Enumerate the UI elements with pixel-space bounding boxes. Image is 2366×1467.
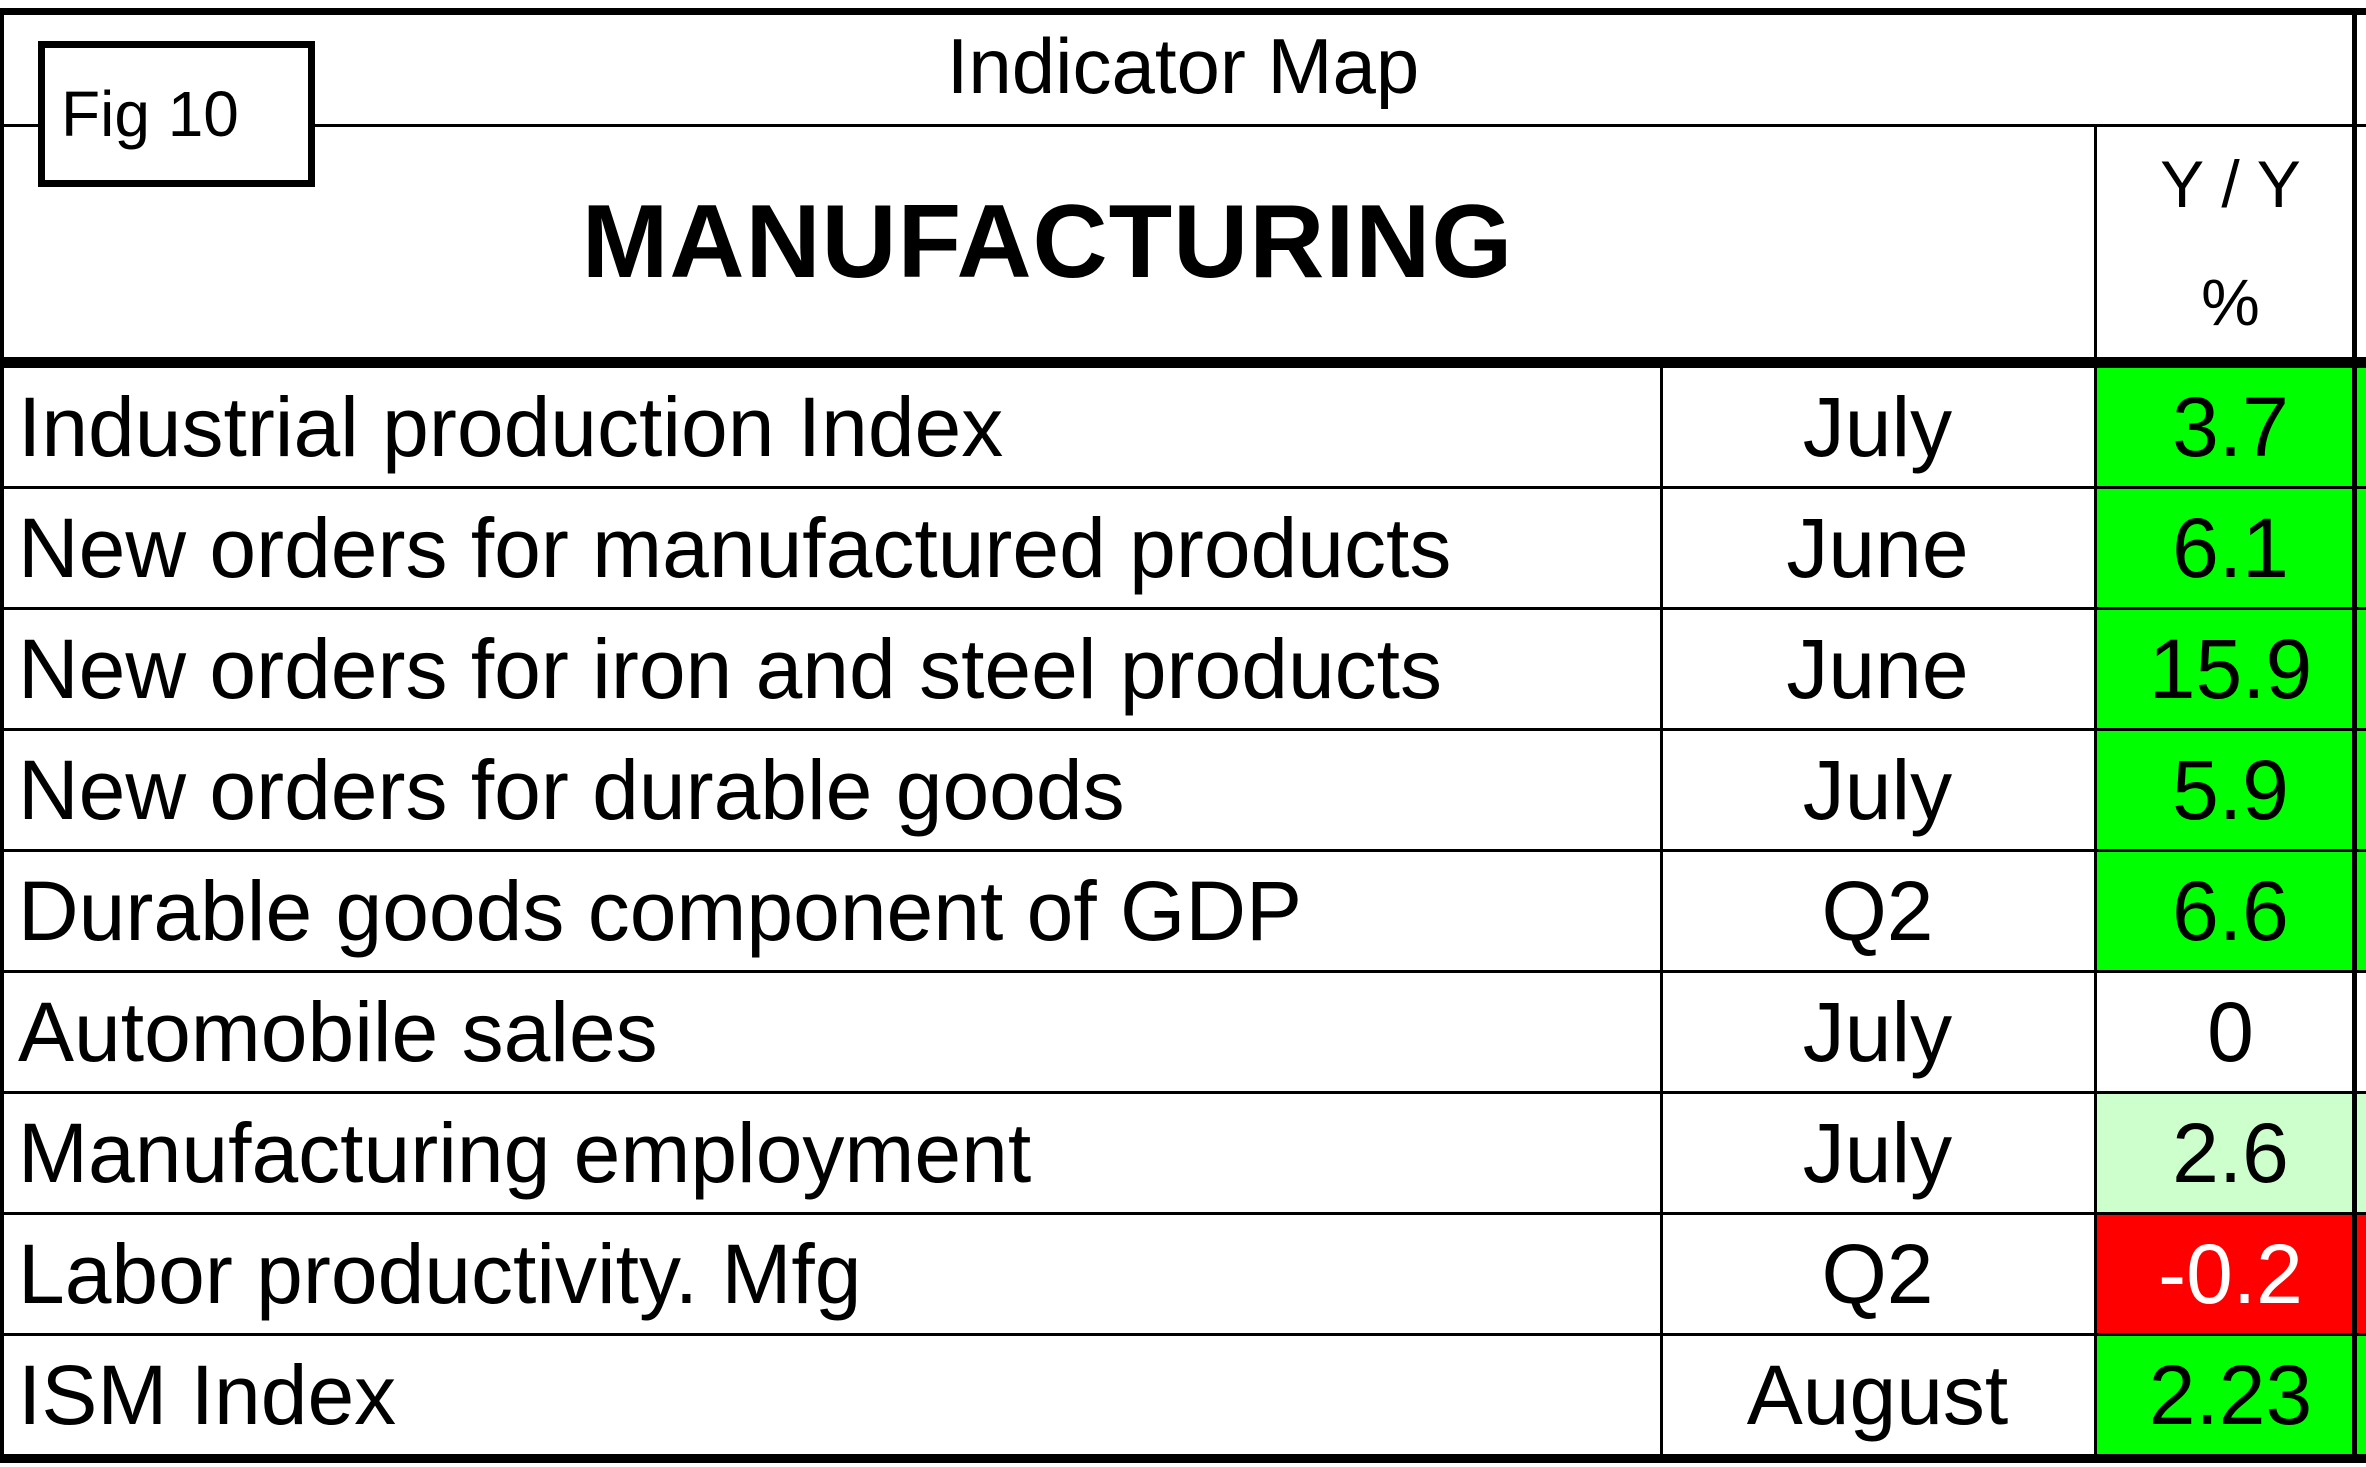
indicator-label: Industrial production Index xyxy=(18,379,1004,474)
value-cell: 6.1 xyxy=(2095,489,2366,607)
period-cell: July xyxy=(1802,1105,1953,1200)
title-divider-line xyxy=(0,124,2366,127)
figure-label: Fig 10 xyxy=(61,78,239,150)
table-row: New orders for manufactured products Jun… xyxy=(0,489,2366,610)
indicator-label: Automobile sales xyxy=(18,984,658,1079)
value-column-header-line1: Y / Y xyxy=(2160,146,2301,221)
column-divider-value xyxy=(2094,124,2097,1460)
period-cell: July xyxy=(1802,379,1953,474)
value-column-header-line2: % xyxy=(2201,264,2260,339)
value-cell: 6.6 xyxy=(2095,852,2366,970)
table-row: New orders for durable goods July 5.9 xyxy=(0,731,2366,852)
value-cell: 5.9 xyxy=(2095,731,2366,849)
value-cell: 15.9 xyxy=(2095,610,2366,728)
value-cell: 2.23 xyxy=(2095,1336,2366,1454)
table-title: Indicator Map xyxy=(946,22,1420,110)
outer-border-top xyxy=(0,8,2366,15)
table-row: Automobile sales July 0 xyxy=(0,973,2366,1094)
indicator-label: New orders for manufactured products xyxy=(18,500,1452,595)
indicator-label: New orders for durable goods xyxy=(18,742,1125,837)
outer-border-bottom xyxy=(0,1455,2366,1463)
header-thick-rule xyxy=(0,357,2366,368)
period-cell: July xyxy=(1802,742,1953,837)
period-cell: August xyxy=(1746,1347,2009,1442)
value-cell: 0 xyxy=(2095,973,2366,1091)
table-row: Durable goods component of GDP Q2 6.6 xyxy=(0,852,2366,973)
indicator-label: Labor productivity. Mfg xyxy=(18,1226,862,1321)
indicator-label: Manufacturing employment xyxy=(18,1105,1032,1200)
value-cell: 3.7 xyxy=(2095,368,2366,486)
outer-border-right xyxy=(2352,8,2357,1463)
period-cell: Q2 xyxy=(1821,863,1934,958)
section-header-manufacturing: MANUFACTURING xyxy=(581,184,1514,300)
table-row: Labor productivity. Mfg Q2 -0.2 xyxy=(0,1215,2366,1336)
value-cell: -0.2 xyxy=(2095,1215,2366,1333)
value-column-header: Y / Y % xyxy=(2095,128,2366,357)
column-divider-period xyxy=(1660,365,1663,1460)
indicator-label: Durable goods component of GDP xyxy=(18,863,1303,958)
period-cell: June xyxy=(1786,500,1969,595)
table-row: Industrial production Index July 3.7 xyxy=(0,368,2366,489)
figure-label-box: Fig 10 xyxy=(38,41,315,187)
table-row: Manufacturing employment July 2.6 xyxy=(0,1094,2366,1215)
indicator-label: New orders for iron and steel products xyxy=(18,621,1443,716)
outer-border-left xyxy=(0,8,4,1463)
table-body: Industrial production Index July 3.7 New… xyxy=(0,368,2366,1457)
table-row: ISM Index August 2.23 xyxy=(0,1336,2366,1457)
period-cell: July xyxy=(1802,984,1953,1079)
period-cell: June xyxy=(1786,621,1969,716)
value-cell: 2.6 xyxy=(2095,1094,2366,1212)
table-row: New orders for iron and steel products J… xyxy=(0,610,2366,731)
period-cell: Q2 xyxy=(1821,1226,1934,1321)
indicator-label: ISM Index xyxy=(18,1347,397,1442)
